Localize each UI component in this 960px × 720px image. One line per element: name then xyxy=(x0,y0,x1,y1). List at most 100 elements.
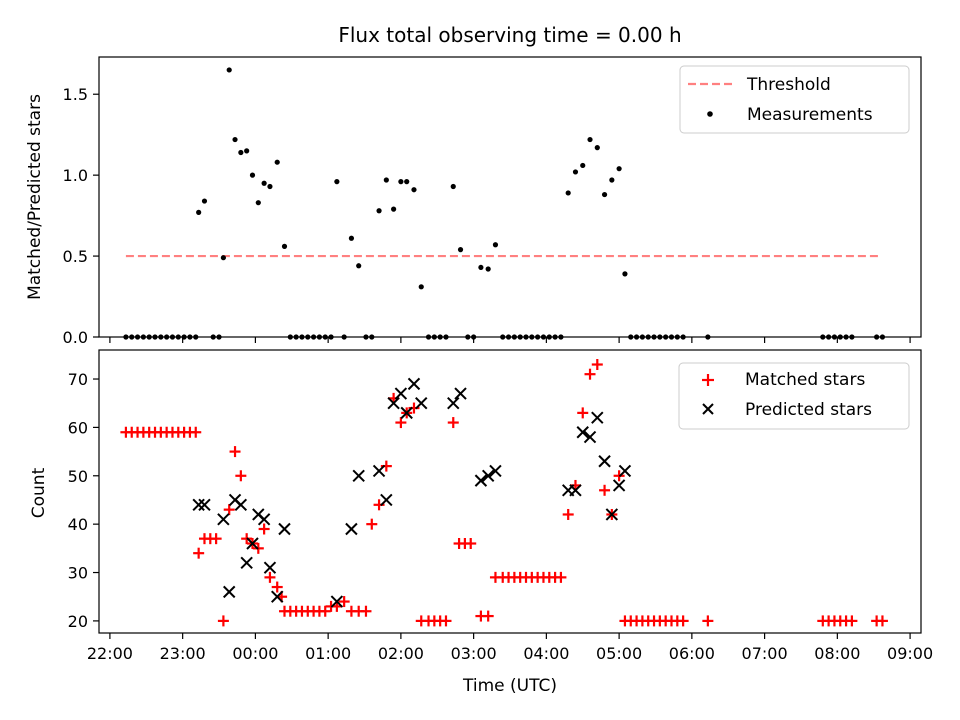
matched-star-point xyxy=(366,518,378,530)
matched-star-point xyxy=(702,615,714,627)
predicted-star-point xyxy=(598,455,611,468)
matched-star-point xyxy=(319,605,331,617)
matched-star-point xyxy=(482,610,494,622)
bottom-panel: Count Time (UTC) 20 30 40 50 60 70 22:00 23:00 0… xyxy=(29,349,934,696)
measurement-point xyxy=(609,177,615,183)
matched-star-point xyxy=(223,504,235,516)
matched-star-point xyxy=(562,508,574,520)
legend-matched-label: Matched stars xyxy=(745,370,865,390)
measurement-point xyxy=(201,198,208,204)
predicted-star-point xyxy=(447,397,460,410)
matched-star-point xyxy=(876,615,888,627)
matched-star-point xyxy=(258,523,270,535)
matched-star-point xyxy=(465,538,477,550)
predicted-star-point xyxy=(618,464,632,478)
x-tick-label: 03:00 xyxy=(451,644,497,663)
predicted-star-point xyxy=(234,498,248,512)
x-tick-label: 08:00 xyxy=(814,644,860,663)
predicted-star-point xyxy=(481,469,495,482)
predicted-star-point xyxy=(400,406,413,420)
matched-star-point xyxy=(395,417,407,429)
matched-star-point xyxy=(235,470,247,482)
bottom-y-axis-label: Count xyxy=(29,467,49,518)
bottom-y-tick-label: 20 xyxy=(68,612,88,631)
predicted-star-point xyxy=(223,585,236,599)
measurement-point xyxy=(587,136,593,143)
predicted-star-point xyxy=(198,498,211,512)
measurement-point xyxy=(450,183,456,190)
x-tick-label: 06:00 xyxy=(669,644,715,663)
legend-predicted-swatch xyxy=(702,403,714,415)
measurement-point xyxy=(261,180,267,186)
x-tick-label: 04:00 xyxy=(523,644,569,663)
top-legend: Threshold Measurements xyxy=(679,65,910,134)
predicted-star-point xyxy=(591,411,604,424)
matched-star-point xyxy=(555,571,567,583)
matched-star-point xyxy=(229,446,241,458)
predicted-star-point xyxy=(263,561,277,574)
measurement-point xyxy=(196,209,202,215)
legend-measurements-swatch xyxy=(707,111,713,117)
top-legend-box xyxy=(679,65,910,134)
measurement-point xyxy=(255,200,261,206)
predicted-star-point xyxy=(387,397,400,410)
measurement-point xyxy=(348,235,355,241)
predicted-star-point xyxy=(246,537,259,550)
measurement-point xyxy=(356,263,362,269)
measurement-point xyxy=(580,162,586,169)
predicted-star-point xyxy=(345,522,358,536)
measurement-point xyxy=(622,271,628,277)
bottom-axes: 20 30 40 50 60 70 22:00 23:00 00:00 01:00 02:00 03:… xyxy=(68,370,934,663)
predicted-star-point xyxy=(474,474,488,487)
measurement-point xyxy=(398,179,404,185)
matched-star-point xyxy=(217,615,229,627)
measurement-point xyxy=(220,255,226,261)
measurement-point xyxy=(565,190,571,196)
predicted-star-point xyxy=(352,469,365,482)
predicted-star-point xyxy=(407,377,421,391)
bottom-y-tick-label: 30 xyxy=(68,564,88,583)
measurement-point xyxy=(572,169,579,175)
predicted-star-point xyxy=(278,522,291,536)
predicted-star-point xyxy=(192,498,205,512)
top-y-axis-label: Matched/Predicted stars xyxy=(25,94,45,300)
bottom-legend: Matched stars Predicted stars xyxy=(678,362,910,430)
predicted-star-point xyxy=(569,484,582,497)
measurement-point xyxy=(232,136,238,143)
predicted-star-point xyxy=(415,397,428,410)
measurement-point xyxy=(267,183,273,190)
matched-star-point xyxy=(193,547,205,559)
predicted-star-point xyxy=(612,479,626,492)
bottom-y-tick-label: 40 xyxy=(68,515,88,534)
measurement-point xyxy=(226,67,232,73)
matched-star-point xyxy=(271,581,283,593)
top-y-tick-label: 1.0 xyxy=(63,166,88,185)
measurement-point xyxy=(478,264,484,271)
predicted-star-point xyxy=(454,387,467,400)
bottom-legend-box xyxy=(678,362,910,430)
predicted-star-point xyxy=(330,595,344,608)
bottom-y-tick-label: 70 xyxy=(68,370,88,389)
measurement-point xyxy=(274,159,280,165)
x-tick-label: 22:00 xyxy=(87,644,133,663)
measurement-point xyxy=(616,166,622,172)
predicted-star-point xyxy=(257,513,271,526)
matched-star-point xyxy=(264,571,276,583)
matched-star-point xyxy=(338,596,350,608)
predicted-star-point xyxy=(605,508,619,521)
measurement-point xyxy=(281,243,288,249)
measurement-point xyxy=(485,266,491,272)
top-y-tick-label: 0.5 xyxy=(63,247,88,266)
predicted-star-point xyxy=(489,464,502,478)
predicted-star-point xyxy=(240,556,253,570)
bottom-y-tick-label: 60 xyxy=(68,418,88,437)
predicted-star-point xyxy=(583,430,597,444)
matched-star-point xyxy=(360,605,372,617)
matched-star-point xyxy=(591,359,603,371)
bottom-y-tick-label: 50 xyxy=(68,467,88,486)
predicted-star-point xyxy=(372,464,386,478)
top-plot-frame xyxy=(98,56,922,338)
measurement-point xyxy=(404,179,410,185)
measurement-point xyxy=(594,145,600,151)
measurement-point xyxy=(492,242,499,248)
